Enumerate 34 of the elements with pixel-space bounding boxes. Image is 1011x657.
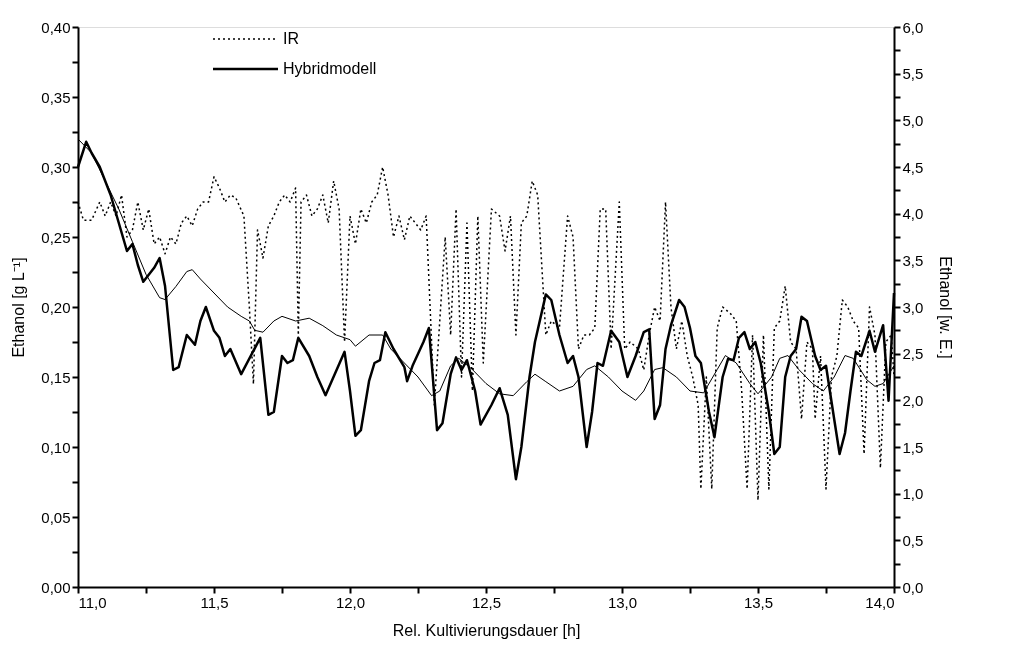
x-tick-label: 13,5: [743, 593, 774, 611]
y2-tick-label: 0,5: [902, 531, 924, 549]
x-tick-label: 11,5: [200, 593, 229, 611]
y-tick-label: 0,05: [41, 508, 71, 526]
y-tick-label: 0,15: [41, 368, 71, 386]
y2-tick-label: 4,0: [902, 205, 924, 223]
y2-tick-label: 3,5: [902, 251, 924, 269]
y2-tick-label: 4,5: [902, 158, 924, 176]
y2-tick-label: 3,0: [902, 298, 924, 316]
y2-tick-label: 1,0: [902, 485, 924, 503]
legend-label: IR: [283, 30, 299, 47]
y2-tick-label: 1,5: [902, 438, 924, 456]
y2-axis-title: Ethanol [w. E.]: [937, 256, 955, 359]
y2-tick-label: 5,0: [902, 111, 924, 129]
y2-tick-label: 2,0: [902, 391, 924, 409]
y2-tick-label: 6,0: [902, 18, 924, 36]
x-tick-label: 11,0: [78, 593, 107, 611]
y-tick-label: 0,40: [41, 18, 71, 36]
y-tick-label: 0,35: [41, 88, 71, 106]
y-axis-title: Ethanol [g L⁻¹]: [10, 257, 28, 358]
x-axis-title: Rel. Kultivierungsdauer [h]: [392, 621, 581, 639]
y-tick-label: 0,10: [41, 438, 71, 456]
y-tick-label: 0,25: [41, 228, 71, 246]
y2-tick-label: 2,5: [902, 345, 924, 363]
x-tick-label: 13,0: [607, 593, 638, 611]
y-tick-label: 0,20: [41, 298, 71, 316]
x-tick-label: 14,0: [865, 593, 895, 611]
y-tick-label: 0,30: [41, 158, 71, 176]
y2-tick-label: 0,0: [902, 578, 924, 596]
y-tick-label: 0,00: [41, 578, 71, 596]
legend-label: Hybridmodell: [283, 60, 377, 77]
x-tick-label: 12,0: [335, 593, 366, 611]
x-tick-label: 12,5: [471, 593, 502, 611]
y2-tick-label: 5,5: [902, 65, 924, 83]
